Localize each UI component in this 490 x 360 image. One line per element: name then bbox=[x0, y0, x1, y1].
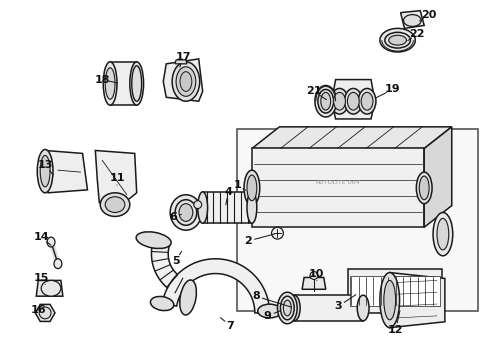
Ellipse shape bbox=[54, 259, 62, 269]
Polygon shape bbox=[96, 150, 137, 204]
Polygon shape bbox=[424, 127, 452, 227]
Polygon shape bbox=[175, 60, 187, 64]
Ellipse shape bbox=[105, 197, 125, 212]
Ellipse shape bbox=[175, 200, 197, 225]
Ellipse shape bbox=[271, 227, 283, 239]
Ellipse shape bbox=[180, 72, 192, 91]
Ellipse shape bbox=[437, 219, 449, 250]
Ellipse shape bbox=[321, 93, 331, 110]
Polygon shape bbox=[151, 239, 191, 297]
Ellipse shape bbox=[179, 204, 193, 221]
Ellipse shape bbox=[194, 201, 202, 208]
Ellipse shape bbox=[247, 192, 257, 223]
Polygon shape bbox=[294, 295, 363, 321]
Text: 14: 14 bbox=[33, 232, 49, 242]
Ellipse shape bbox=[40, 156, 50, 187]
Text: 11: 11 bbox=[109, 173, 125, 183]
Text: 3: 3 bbox=[335, 301, 343, 311]
Ellipse shape bbox=[288, 295, 300, 321]
Polygon shape bbox=[36, 280, 63, 296]
Ellipse shape bbox=[357, 295, 369, 321]
Ellipse shape bbox=[280, 296, 294, 320]
Ellipse shape bbox=[334, 93, 345, 110]
Polygon shape bbox=[110, 62, 137, 105]
Ellipse shape bbox=[361, 93, 373, 110]
Ellipse shape bbox=[315, 85, 337, 117]
Text: 9: 9 bbox=[264, 311, 271, 321]
Text: 4: 4 bbox=[224, 187, 232, 197]
Ellipse shape bbox=[416, 172, 432, 204]
Ellipse shape bbox=[380, 28, 416, 52]
Text: 15: 15 bbox=[33, 274, 49, 283]
Text: 20: 20 bbox=[421, 10, 437, 19]
Polygon shape bbox=[332, 80, 375, 119]
Polygon shape bbox=[45, 150, 88, 193]
Ellipse shape bbox=[384, 280, 395, 320]
Ellipse shape bbox=[380, 273, 399, 328]
Text: 2: 2 bbox=[244, 236, 252, 246]
Polygon shape bbox=[163, 59, 203, 101]
Ellipse shape bbox=[433, 212, 453, 256]
Ellipse shape bbox=[389, 35, 407, 45]
Text: 18: 18 bbox=[95, 75, 110, 85]
Ellipse shape bbox=[247, 175, 257, 201]
Bar bbox=[350, 276, 440, 306]
Text: 17: 17 bbox=[175, 52, 191, 62]
Ellipse shape bbox=[331, 89, 348, 114]
Ellipse shape bbox=[100, 193, 130, 216]
Ellipse shape bbox=[244, 170, 260, 206]
Ellipse shape bbox=[283, 300, 291, 316]
Ellipse shape bbox=[318, 89, 334, 113]
Text: 19: 19 bbox=[385, 84, 400, 94]
Ellipse shape bbox=[41, 280, 61, 296]
Text: 7: 7 bbox=[226, 321, 234, 331]
Polygon shape bbox=[252, 148, 424, 227]
Polygon shape bbox=[252, 127, 452, 148]
Text: 6: 6 bbox=[169, 212, 177, 222]
Polygon shape bbox=[35, 305, 55, 321]
Polygon shape bbox=[302, 278, 326, 289]
Ellipse shape bbox=[310, 271, 318, 279]
Ellipse shape bbox=[136, 232, 171, 248]
Ellipse shape bbox=[385, 32, 411, 48]
Bar bbox=[348, 269, 442, 313]
Polygon shape bbox=[162, 259, 270, 313]
Text: 22: 22 bbox=[410, 29, 425, 39]
Ellipse shape bbox=[347, 93, 359, 110]
Text: 16: 16 bbox=[30, 305, 46, 315]
Ellipse shape bbox=[358, 89, 376, 114]
Text: 5: 5 bbox=[172, 256, 180, 266]
Ellipse shape bbox=[198, 192, 208, 223]
Polygon shape bbox=[400, 11, 424, 28]
Ellipse shape bbox=[176, 67, 196, 96]
Polygon shape bbox=[390, 273, 445, 328]
Ellipse shape bbox=[47, 237, 55, 247]
Text: 13: 13 bbox=[37, 160, 53, 170]
Text: 10: 10 bbox=[309, 269, 324, 279]
Text: AUTOLITE 064: AUTOLITE 064 bbox=[315, 180, 360, 185]
FancyBboxPatch shape bbox=[237, 129, 478, 311]
Ellipse shape bbox=[170, 195, 202, 230]
Bar bbox=[438, 221, 453, 243]
Ellipse shape bbox=[404, 15, 421, 26]
Ellipse shape bbox=[180, 280, 196, 315]
Ellipse shape bbox=[150, 296, 174, 311]
Text: 8: 8 bbox=[252, 291, 260, 301]
Ellipse shape bbox=[419, 176, 429, 200]
Ellipse shape bbox=[277, 292, 297, 324]
Ellipse shape bbox=[37, 149, 53, 193]
Ellipse shape bbox=[258, 304, 281, 318]
Ellipse shape bbox=[172, 62, 200, 101]
Text: 1: 1 bbox=[233, 180, 241, 190]
Ellipse shape bbox=[103, 62, 117, 105]
Ellipse shape bbox=[39, 307, 51, 319]
Ellipse shape bbox=[105, 68, 115, 99]
Text: 21: 21 bbox=[306, 86, 321, 96]
Ellipse shape bbox=[344, 89, 362, 114]
Polygon shape bbox=[203, 192, 252, 223]
Ellipse shape bbox=[130, 62, 144, 105]
Text: 12: 12 bbox=[388, 325, 403, 335]
